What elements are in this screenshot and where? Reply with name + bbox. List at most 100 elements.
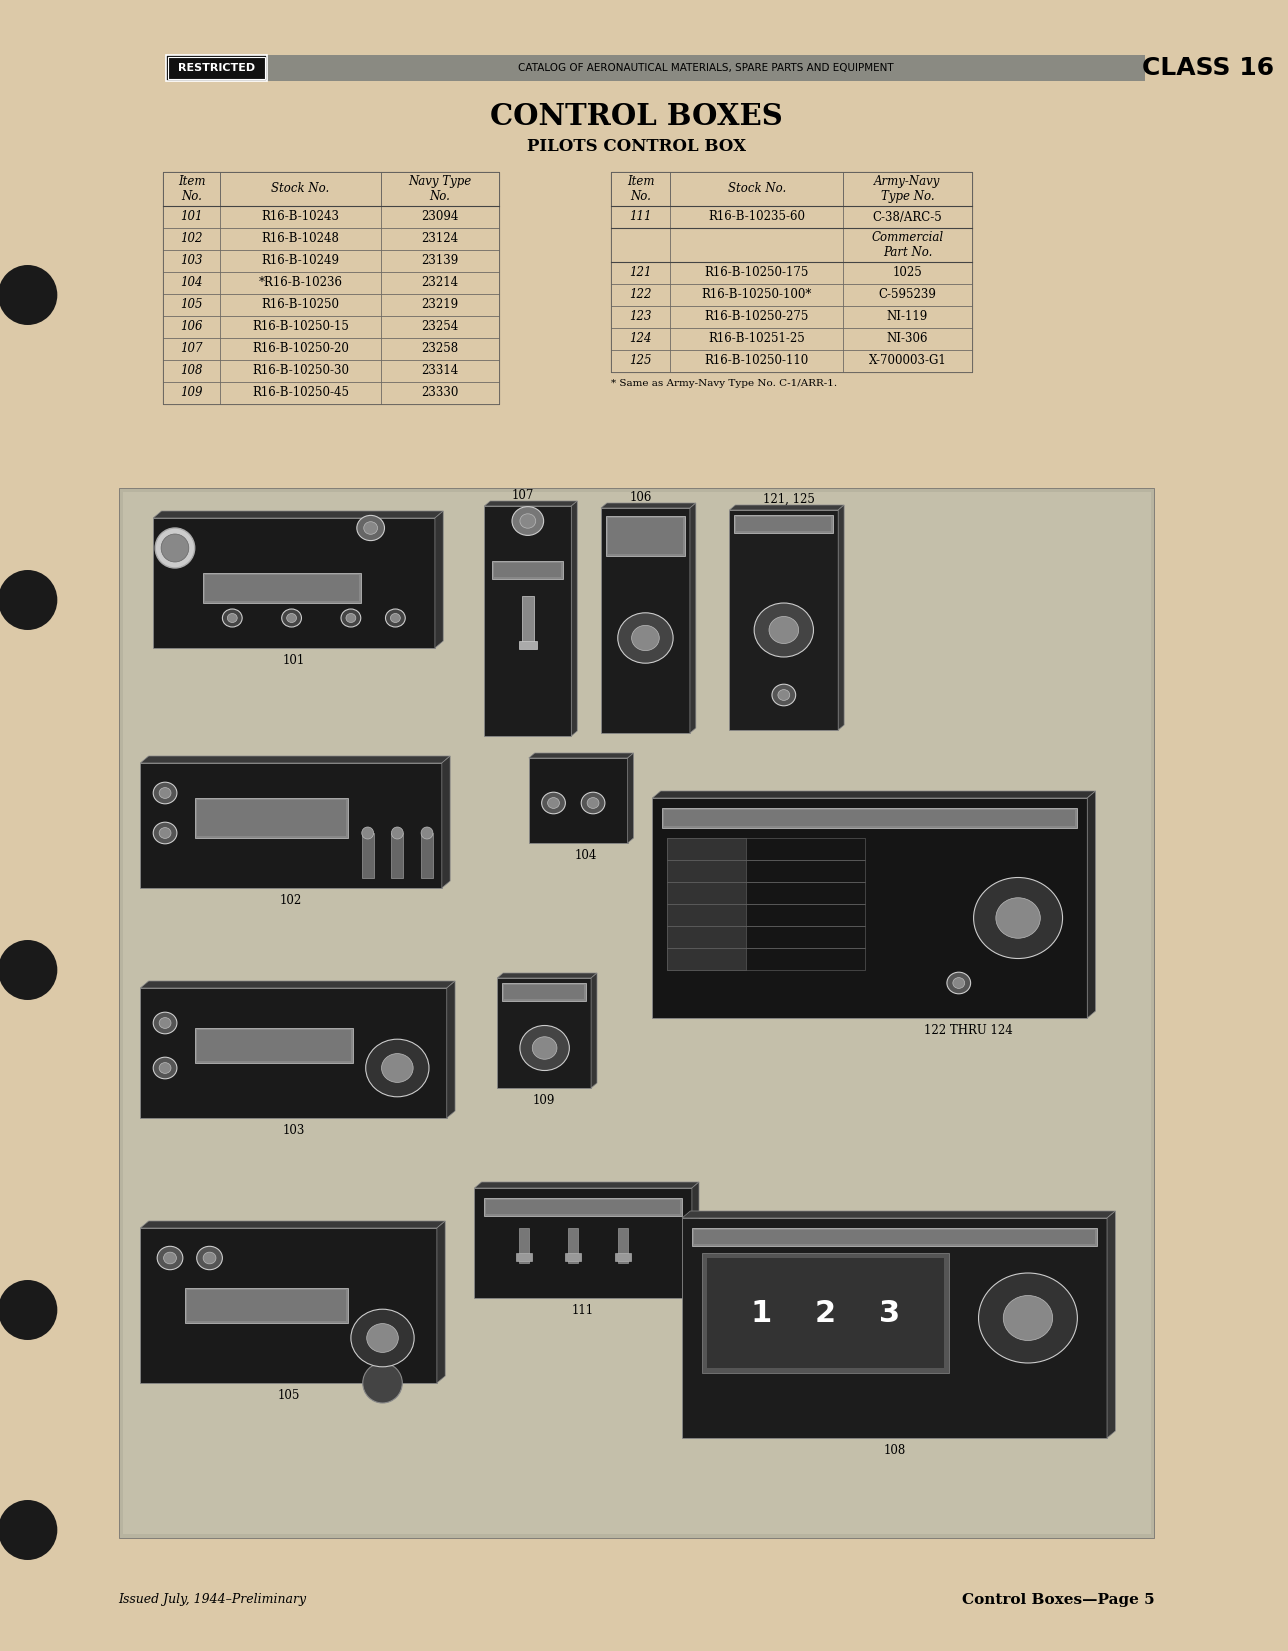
Ellipse shape [362, 827, 374, 839]
Bar [185, 1288, 348, 1322]
Ellipse shape [513, 507, 544, 535]
Ellipse shape [153, 1057, 176, 1078]
Text: 122: 122 [630, 289, 652, 302]
Polygon shape [153, 512, 443, 518]
Bar [844, 284, 971, 305]
Bar [504, 986, 585, 999]
Bar [611, 263, 670, 284]
Ellipse shape [0, 266, 58, 325]
Text: R16-B-10251-25: R16-B-10251-25 [708, 332, 805, 345]
Polygon shape [140, 1222, 446, 1228]
Text: CLASS 16: CLASS 16 [1141, 56, 1274, 79]
Polygon shape [497, 972, 598, 977]
Text: *R16-B-10236: *R16-B-10236 [259, 276, 343, 289]
Polygon shape [140, 756, 450, 763]
Bar [662, 807, 1077, 829]
Bar [380, 272, 500, 294]
Text: 23254: 23254 [421, 320, 459, 334]
Ellipse shape [346, 614, 355, 622]
Bar [667, 905, 864, 926]
Ellipse shape [160, 1017, 171, 1029]
Ellipse shape [197, 1247, 223, 1270]
Ellipse shape [769, 616, 799, 644]
Ellipse shape [366, 1038, 429, 1096]
Bar [667, 926, 864, 948]
Bar [652, 797, 1087, 1019]
Ellipse shape [421, 827, 433, 839]
Bar [519, 1228, 529, 1263]
Bar [194, 1029, 353, 1063]
Bar [220, 228, 380, 249]
Text: CONTROL BOXES: CONTROL BOXES [491, 102, 783, 130]
Text: R16-B-10248: R16-B-10248 [261, 233, 340, 246]
Bar [495, 563, 562, 576]
Ellipse shape [581, 792, 605, 814]
Text: 3: 3 [878, 1298, 900, 1327]
Text: Army-Navy
Type No.: Army-Navy Type No. [875, 175, 940, 203]
Text: X-700003-G1: X-700003-G1 [868, 355, 947, 368]
Bar [164, 360, 220, 381]
Text: 102: 102 [279, 893, 303, 906]
Text: Navy Type
No.: Navy Type No. [408, 175, 471, 203]
Text: 121, 125: 121, 125 [762, 494, 815, 505]
Bar [611, 350, 670, 371]
Bar [164, 172, 220, 206]
Bar [670, 284, 844, 305]
Ellipse shape [157, 1247, 183, 1270]
Text: Commercial
Part No.: Commercial Part No. [871, 231, 943, 259]
Text: Control Boxes—Page 5: Control Boxes—Page 5 [962, 1593, 1154, 1606]
Bar [380, 172, 500, 206]
Polygon shape [601, 504, 696, 509]
Text: R16-B-10243: R16-B-10243 [261, 210, 340, 223]
Text: PILOTS CONTROL BOX: PILOTS CONTROL BOX [527, 139, 746, 155]
Ellipse shape [979, 1273, 1077, 1364]
Ellipse shape [0, 1280, 58, 1341]
Text: 123: 123 [630, 310, 652, 324]
Bar [519, 641, 537, 649]
Polygon shape [529, 753, 634, 758]
Ellipse shape [161, 533, 189, 561]
Bar [164, 249, 220, 272]
Bar [844, 172, 971, 206]
Text: 104: 104 [574, 849, 598, 862]
Text: 102: 102 [180, 233, 204, 246]
Bar [220, 272, 380, 294]
Text: 106: 106 [630, 490, 652, 504]
Bar [380, 249, 500, 272]
Bar [497, 977, 591, 1088]
Text: R16-B-10250-175: R16-B-10250-175 [705, 266, 809, 279]
Bar [844, 263, 971, 284]
Text: R16-B-10250-15: R16-B-10250-15 [252, 320, 349, 334]
Text: 1025: 1025 [893, 266, 922, 279]
Bar [670, 350, 844, 371]
Bar [707, 1258, 944, 1369]
Ellipse shape [392, 827, 403, 839]
Bar [187, 1289, 346, 1321]
Bar [667, 839, 746, 860]
Bar [362, 834, 374, 878]
Text: 121: 121 [630, 266, 652, 279]
Text: 23330: 23330 [421, 386, 459, 400]
Bar [484, 1199, 683, 1217]
Bar [164, 338, 220, 360]
Bar [667, 860, 746, 882]
Bar [502, 982, 586, 1001]
Bar [153, 518, 435, 647]
Ellipse shape [778, 690, 790, 700]
Ellipse shape [287, 614, 296, 622]
Text: C-595239: C-595239 [878, 289, 936, 302]
Bar [164, 172, 500, 404]
Text: Stock No.: Stock No. [272, 183, 330, 195]
Bar [667, 839, 864, 860]
Ellipse shape [363, 1364, 402, 1403]
Ellipse shape [618, 613, 674, 664]
Polygon shape [484, 500, 577, 505]
Ellipse shape [947, 972, 971, 994]
Bar [167, 58, 265, 79]
Ellipse shape [350, 1309, 415, 1367]
Bar [844, 305, 971, 329]
Bar [667, 882, 864, 905]
Bar [164, 294, 220, 315]
Ellipse shape [228, 614, 237, 622]
Ellipse shape [631, 626, 659, 650]
